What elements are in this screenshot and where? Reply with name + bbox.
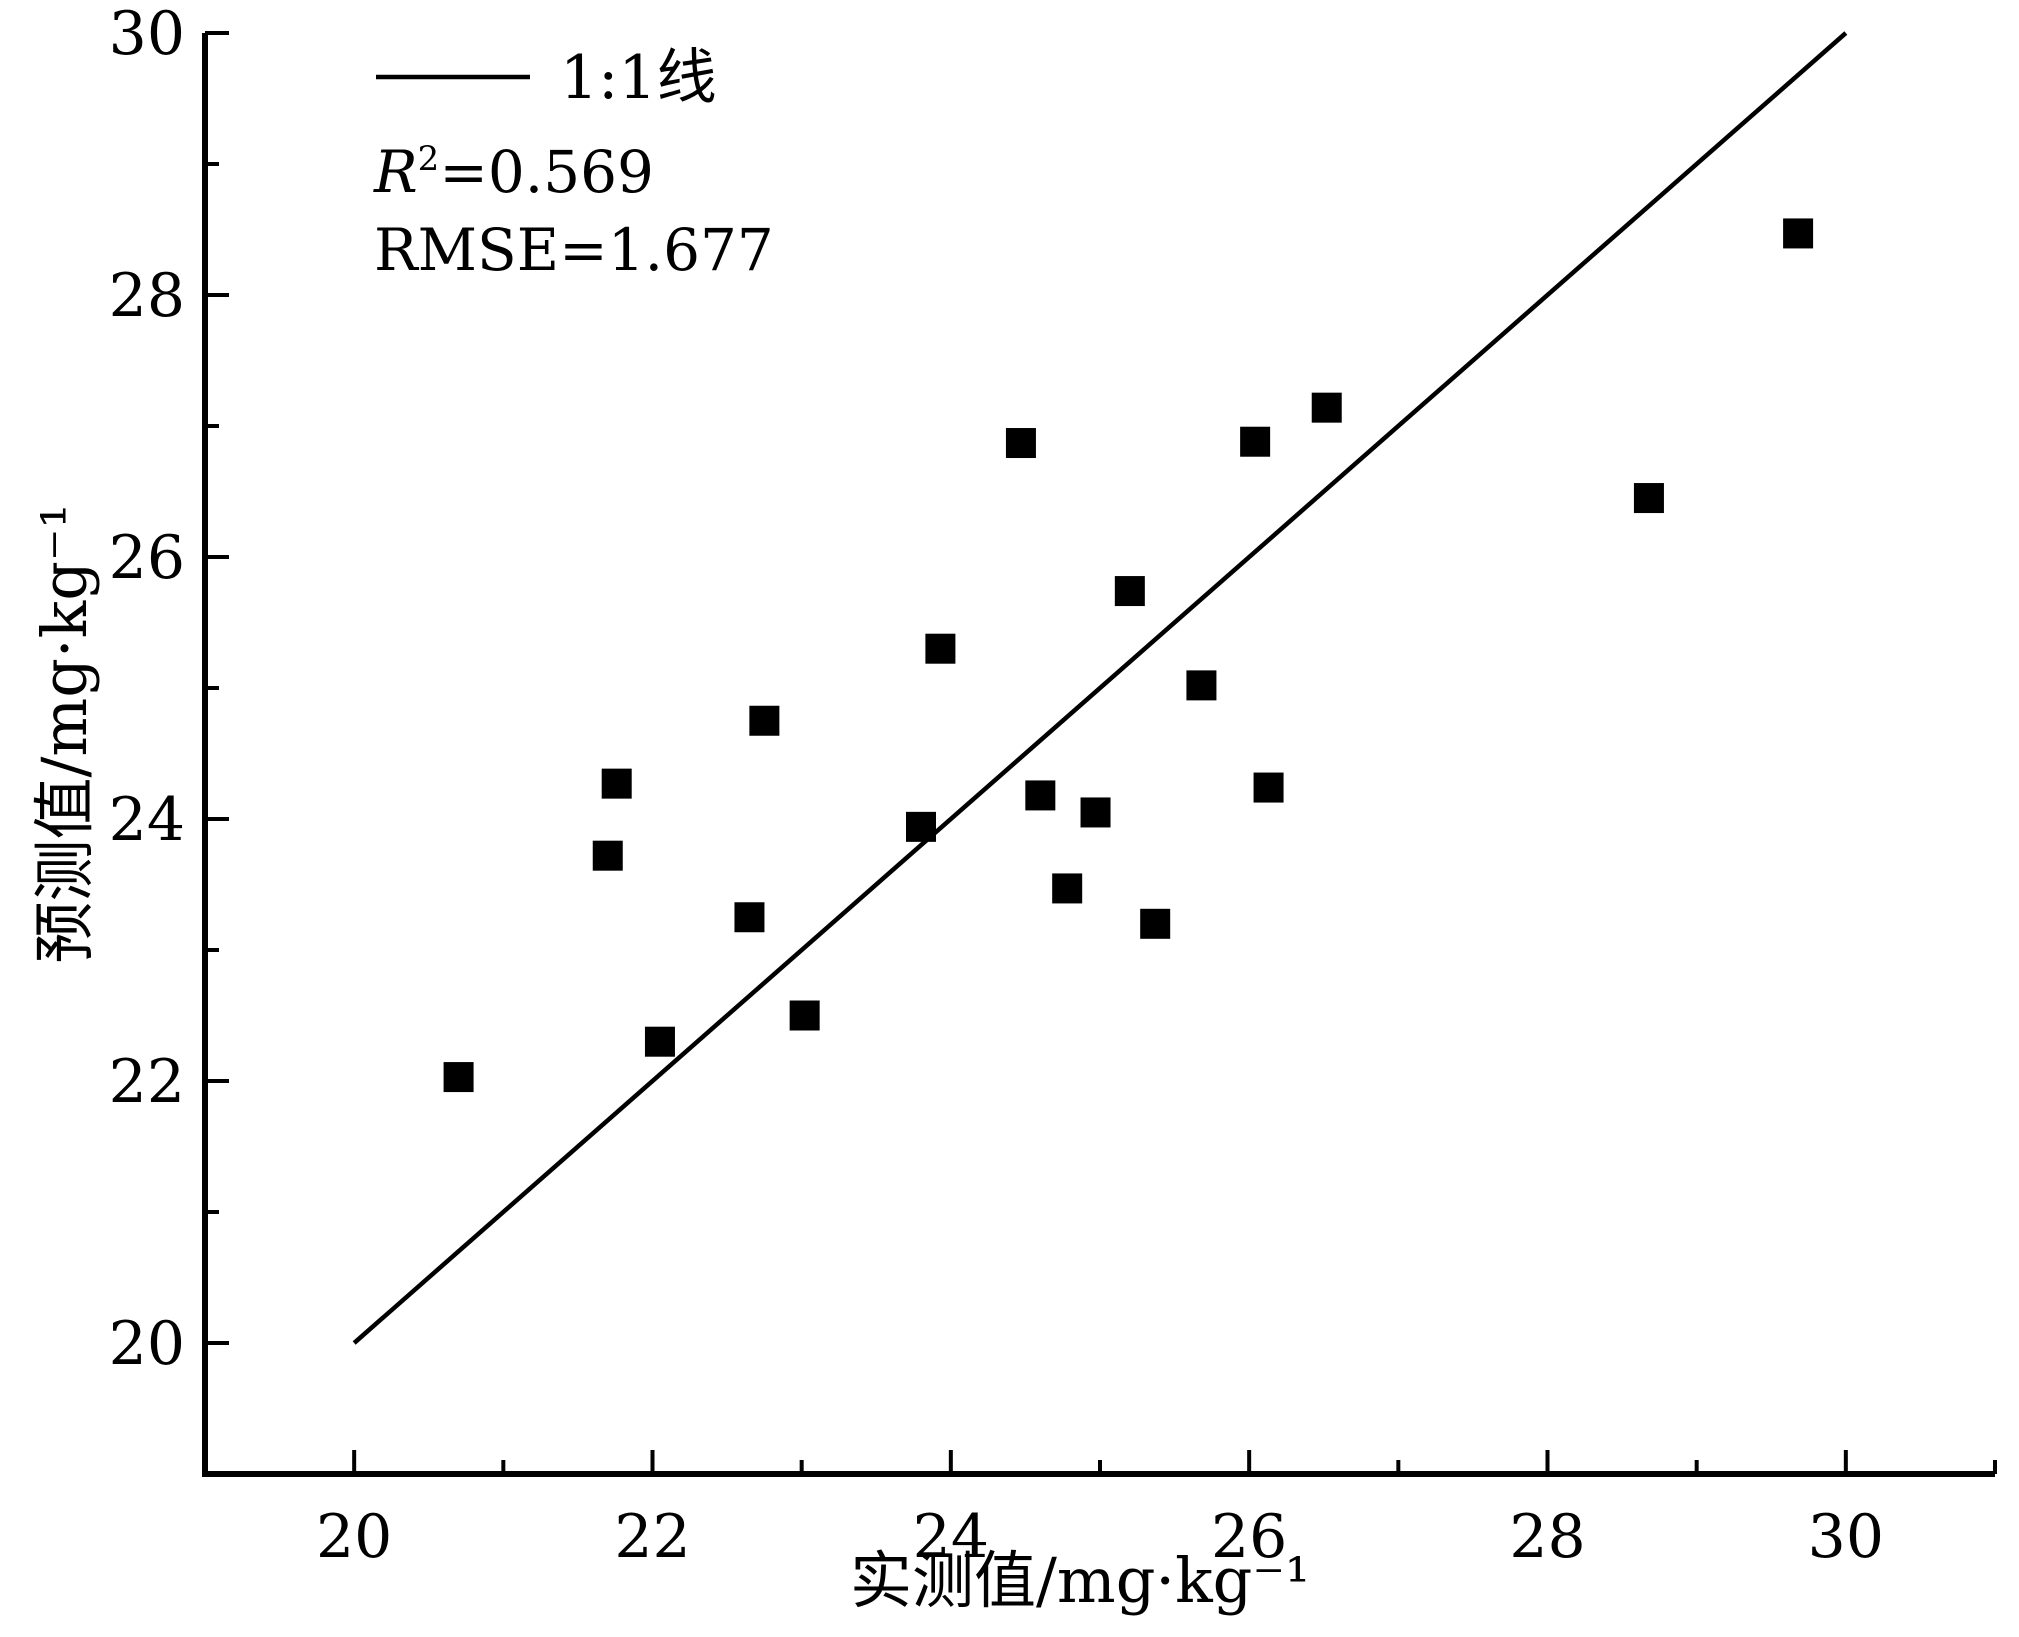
x-tick-label: 22 xyxy=(614,1502,690,1572)
x-tick-label: 24 xyxy=(913,1502,989,1572)
data-points xyxy=(443,218,1814,1093)
y-axis-title: 预测值/mg·kg⁻¹ xyxy=(28,504,101,964)
y-tick-label: 20 xyxy=(109,1309,185,1379)
legend-label: 1:1线 xyxy=(560,43,717,113)
data-point xyxy=(906,811,936,842)
y-tick-label: 24 xyxy=(109,785,185,855)
axis-labels: 实测值/mg·kg⁻¹ 预测值/mg·kg⁻¹ xyxy=(28,504,1310,1617)
y-tick-label: 26 xyxy=(109,523,185,593)
data-point xyxy=(1140,908,1171,939)
legend: 1:1线 R2=0.569 RMSE=1.677 xyxy=(373,43,774,284)
reference-line-group xyxy=(352,31,1848,1345)
data-point xyxy=(734,902,765,933)
data-point xyxy=(1240,426,1271,457)
data-point xyxy=(601,768,632,799)
data-point xyxy=(1253,772,1284,803)
data-point xyxy=(443,1062,474,1093)
data-point xyxy=(1052,873,1083,904)
one-to-one-line xyxy=(352,31,1848,1345)
data-point xyxy=(749,705,780,736)
data-point xyxy=(1080,797,1111,828)
data-point xyxy=(1311,392,1342,423)
y-tick-label: 22 xyxy=(109,1047,185,1117)
data-point xyxy=(925,633,956,664)
rmse-text: RMSE=1.677 xyxy=(374,216,774,284)
data-point xyxy=(592,840,623,871)
data-point xyxy=(1114,576,1145,607)
axes: 20 22 24 26 28 30 20 22 24 26 28 30 xyxy=(109,0,1997,1572)
x-tick-label: 28 xyxy=(1509,1502,1585,1572)
data-point xyxy=(1005,428,1036,459)
y-tick-label: 28 xyxy=(109,261,185,331)
data-point xyxy=(1186,670,1217,701)
x-tick-label: 26 xyxy=(1211,1502,1287,1572)
data-point xyxy=(1783,218,1814,249)
data-point xyxy=(1025,780,1056,811)
x-axis-title: 实测值/mg·kg⁻¹ xyxy=(850,1544,1310,1617)
r-squared-text: R2=0.569 xyxy=(373,138,654,206)
x-tick-label: 20 xyxy=(316,1502,392,1572)
x-tick-label: 30 xyxy=(1808,1502,1884,1572)
data-point xyxy=(789,1000,820,1031)
y-tick-label: 30 xyxy=(109,0,185,69)
data-point xyxy=(644,1026,675,1057)
data-point xyxy=(1633,483,1664,514)
